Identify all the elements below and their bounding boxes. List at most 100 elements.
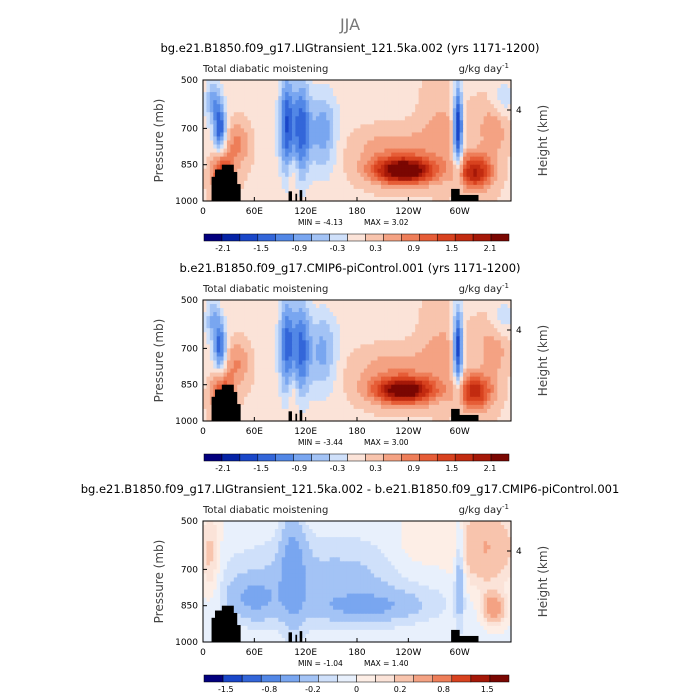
- heatmap-cell: [425, 344, 430, 349]
- heatmap-cell: [476, 360, 481, 366]
- heatmap-cell: [274, 112, 279, 117]
- heatmap-cell: [442, 120, 447, 125]
- heatmap-cell: [439, 312, 444, 317]
- heatmap-cell: [432, 140, 437, 146]
- heatmap-cell: [415, 172, 420, 178]
- heatmap-cell: [346, 300, 351, 305]
- heatmap-cell: [274, 160, 279, 166]
- heatmap-cell: [490, 316, 495, 321]
- heatmap-cell: [459, 384, 464, 390]
- heatmap-cell: [418, 176, 423, 182]
- heatmap-cell: [302, 192, 307, 198]
- heatmap-cell: [469, 348, 474, 354]
- heatmap-cell: [291, 140, 296, 146]
- heatmap-cell: [480, 120, 485, 125]
- heatmap-cell: [309, 84, 314, 89]
- heatmap-cell: [223, 100, 228, 105]
- heatmap-cell: [418, 388, 423, 394]
- heatmap-cell: [271, 300, 276, 305]
- heatmap-cell: [435, 308, 440, 313]
- heatmap-cell: [387, 324, 392, 329]
- heatmap-cell: [404, 176, 409, 182]
- heatmap-cell: [315, 132, 320, 138]
- heatmap-cell: [274, 176, 279, 182]
- heatmap-cell: [209, 348, 214, 354]
- heatmap-cell: [353, 396, 358, 402]
- heatmap-cell: [312, 340, 317, 345]
- heatmap-cell: [463, 392, 468, 398]
- heatmap-cell: [398, 132, 403, 138]
- heatmap-cell: [233, 312, 238, 317]
- heatmap-cell: [339, 320, 344, 325]
- heatmap-cell: [350, 352, 355, 358]
- heatmap-cell: [288, 396, 293, 402]
- heatmap-cell: [370, 348, 375, 354]
- heatmap-cell: [302, 196, 307, 202]
- heatmap-cell: [370, 300, 375, 305]
- heatmap-cell: [497, 188, 502, 194]
- heatmap-cell: [439, 136, 444, 142]
- heatmap-cell: [247, 364, 252, 370]
- heatmap-cell: [452, 312, 457, 317]
- heatmap-cell: [288, 160, 293, 166]
- heatmap-cell: [343, 164, 348, 170]
- heatmap-cell: [490, 372, 495, 378]
- heatmap-cell: [374, 312, 379, 317]
- heatmap-cell: [411, 132, 416, 138]
- heatmap-cell: [326, 324, 331, 329]
- heatmap-cell: [322, 356, 327, 362]
- heatmap-cell: [408, 180, 413, 186]
- heatmap-cell: [493, 356, 498, 362]
- heatmap-cell: [254, 180, 259, 186]
- heatmap-cell: [374, 348, 379, 354]
- heatmap-cell: [350, 308, 355, 313]
- heatmap-cell: [302, 128, 307, 134]
- heatmap-cell: [418, 188, 423, 194]
- heatmap-cell: [452, 328, 457, 333]
- heatmap-cell: [237, 116, 242, 121]
- heatmap-cell: [206, 336, 211, 341]
- heatmap-cell: [333, 300, 338, 305]
- heatmap-cell: [442, 136, 447, 142]
- heatmap-cell: [220, 116, 225, 121]
- heatmap-cell: [271, 332, 276, 337]
- heatmap-cell: [295, 356, 300, 362]
- heatmap-cell: [244, 92, 249, 97]
- heatmap-cell: [473, 300, 478, 305]
- heatmap-cell: [404, 84, 409, 89]
- heatmap-cell: [418, 364, 423, 370]
- heatmap-cell: [428, 176, 433, 182]
- heatmap-cell: [408, 192, 413, 198]
- heatmap-cell: [329, 96, 334, 101]
- heatmap-cell: [244, 188, 249, 194]
- heatmap-cell: [394, 160, 399, 166]
- heatmap-cell: [315, 336, 320, 341]
- heatmap-cell: [500, 380, 505, 386]
- heatmap-cell: [394, 312, 399, 317]
- heatmap-cell: [394, 376, 399, 382]
- heatmap-cell: [380, 100, 385, 105]
- heatmap-cell: [466, 392, 471, 398]
- heatmap-cell: [490, 344, 495, 349]
- heatmap-cell: [493, 88, 498, 93]
- heatmap-cell: [333, 196, 338, 202]
- heatmap-cell: [250, 364, 255, 370]
- heatmap-cell: [387, 172, 392, 178]
- heatmap-cell: [295, 308, 300, 313]
- heatmap-cell: [456, 344, 461, 349]
- heatmap-cell: [456, 380, 461, 386]
- heatmap-cell: [268, 124, 273, 129]
- heatmap-cell: [264, 300, 269, 305]
- heatmap-cell: [507, 196, 512, 202]
- heatmap-cell: [309, 128, 314, 134]
- heatmap-cell: [490, 180, 495, 186]
- heatmap-cell: [281, 368, 286, 374]
- heatmap-cell: [268, 180, 273, 186]
- heatmap-cell: [261, 368, 266, 374]
- heatmap-cell: [391, 364, 396, 370]
- heatmap-cell: [422, 160, 427, 166]
- heatmap-cell: [504, 304, 509, 309]
- heatmap-cell: [363, 172, 368, 178]
- heatmap-cell: [329, 324, 334, 329]
- heatmap-cell: [302, 356, 307, 362]
